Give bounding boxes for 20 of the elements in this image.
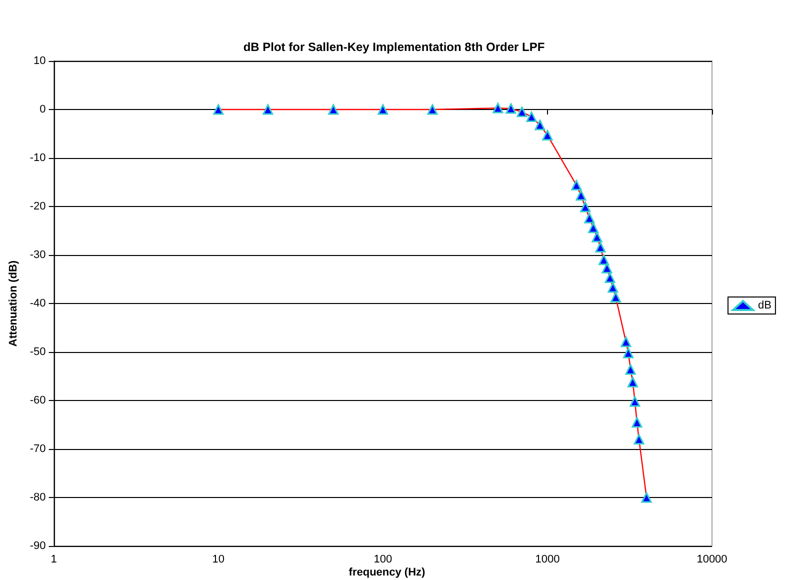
y-tick-label: -60	[30, 394, 46, 406]
y-tick-label: -90	[30, 540, 46, 552]
x-tick-label: 100	[374, 554, 392, 566]
y-tick-label: -40	[30, 298, 46, 310]
x-axis-title: frequency (Hz)	[348, 566, 426, 578]
y-tick-label: -30	[30, 249, 46, 261]
y-tick-label: -70	[30, 443, 46, 455]
y-tick-label: -50	[30, 346, 46, 358]
y-tick-label: -80	[30, 492, 46, 504]
y-axis-title: Attenuation (dB)	[8, 260, 20, 347]
x-tick-label: 1	[50, 554, 57, 566]
y-tick-label: -20	[30, 200, 46, 212]
x-tick-label: 1000	[535, 554, 560, 566]
y-tick-label: 10	[34, 55, 46, 67]
y-tick-label: -10	[30, 152, 46, 164]
legend-label: dB	[758, 300, 772, 312]
x-tick-label: 10000	[696, 554, 728, 566]
x-tick-label: 10	[212, 554, 224, 566]
chart-title: dB Plot for Sallen-Key Implementation 8th Order LPF	[243, 40, 545, 54]
y-tick-label: 0	[40, 104, 46, 116]
